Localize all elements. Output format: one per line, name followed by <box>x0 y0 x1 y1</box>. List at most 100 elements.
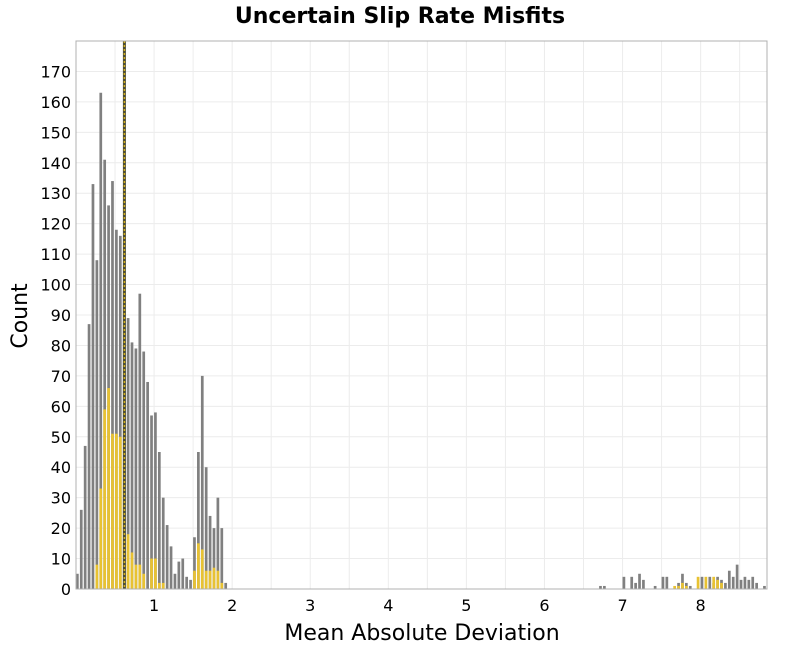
highlight-bar <box>204 570 208 589</box>
all-bar <box>83 445 87 589</box>
y-tick-label: 30 <box>51 489 71 508</box>
highlight-bar <box>111 433 114 589</box>
all-bar <box>103 159 107 589</box>
highlight-bar <box>193 570 196 589</box>
all-bar <box>177 561 181 589</box>
all-bar <box>224 582 228 589</box>
all-bar <box>763 585 766 589</box>
y-tick-label: 40 <box>51 458 71 477</box>
y-tick-label: 120 <box>40 215 71 234</box>
all-bar <box>87 324 91 589</box>
highlight-bar <box>200 549 204 589</box>
all-bar <box>743 576 747 589</box>
all-bar <box>193 537 196 589</box>
y-tick-label: 170 <box>40 62 71 81</box>
all-bar <box>681 573 684 589</box>
plot-frame <box>75 40 768 590</box>
all-bar <box>642 579 645 589</box>
y-tick-label: 130 <box>40 184 71 203</box>
highlight-bar <box>154 558 157 589</box>
all-bar <box>142 351 146 589</box>
all-bar <box>665 576 669 589</box>
highlight-bar <box>130 552 134 589</box>
all-bar <box>708 576 712 589</box>
all-bar <box>727 570 731 589</box>
highlight-bar <box>103 409 107 589</box>
highlight-bar <box>212 567 216 589</box>
all-bar <box>735 564 739 589</box>
x-tick-label: 1 <box>149 596 159 615</box>
y-tick-label: 100 <box>40 276 71 295</box>
x-tick-label: 5 <box>461 596 471 615</box>
all-bar <box>603 585 606 589</box>
all-bar <box>146 381 149 589</box>
y-tick-label: 60 <box>51 397 71 416</box>
y-tick-label: 0 <box>61 580 71 599</box>
y-tick-label: 110 <box>40 245 71 264</box>
y-tick-label: 150 <box>40 123 71 142</box>
all-bar <box>189 579 192 589</box>
highlight-bar <box>115 433 118 589</box>
highlight-bar <box>138 564 142 589</box>
highlight-bar <box>107 388 110 589</box>
y-tick-label: 20 <box>51 519 71 538</box>
highlight-bar <box>681 582 684 589</box>
all-bar <box>91 184 95 590</box>
all-bar <box>154 412 157 589</box>
x-tick-label: 2 <box>227 596 237 615</box>
all-bar <box>173 573 177 589</box>
all-bar <box>661 576 665 589</box>
highlight-bar <box>720 582 723 589</box>
highlight-bar <box>118 436 122 589</box>
highlight-bar <box>197 543 200 589</box>
y-tick-label: 70 <box>51 367 71 386</box>
all-bar <box>700 576 704 589</box>
y-tick-label: 10 <box>51 550 71 569</box>
highlight-bar <box>95 564 99 589</box>
highlight-bar <box>150 558 153 589</box>
highlight-bar <box>704 576 708 589</box>
all-bar <box>653 585 657 589</box>
y-tick-label: 160 <box>40 93 71 112</box>
x-axis-label: Mean Absolute Deviation <box>284 621 559 646</box>
highlight-bar <box>134 564 138 589</box>
highlight-bar <box>673 585 677 589</box>
all-bar <box>126 318 130 589</box>
chart-title: Uncertain Slip Rate Misfits <box>235 4 565 29</box>
all-bar <box>165 525 169 589</box>
all-bar <box>751 576 755 589</box>
y-axis-ticks: 0 10 20 30 40 50 60 70 80 90 100 110 120 130 140 150 160… <box>40 62 71 599</box>
all-bar <box>216 497 220 589</box>
all-bar <box>161 497 165 589</box>
highlight-bar <box>157 582 161 589</box>
y-axis-label: Count <box>8 283 33 349</box>
y-tick-label: 50 <box>51 428 71 447</box>
x-tick-label: 7 <box>617 596 627 615</box>
all-bar <box>739 579 743 589</box>
highlight-bar <box>716 579 719 589</box>
all-bar <box>76 573 79 589</box>
x-tick-label: 8 <box>696 596 706 615</box>
series-all-bars <box>76 92 766 590</box>
all-bar <box>200 375 204 589</box>
all-bar <box>634 582 637 589</box>
all-bar <box>747 579 751 589</box>
all-bar <box>181 558 185 589</box>
y-tick-label: 80 <box>51 336 71 355</box>
highlight-bar <box>685 585 688 589</box>
highlight-bar <box>126 534 130 589</box>
all-bar <box>134 348 138 589</box>
all-bar <box>115 229 118 589</box>
all-bar <box>185 576 189 589</box>
series-highlight-bars <box>95 388 723 589</box>
highlight-bar <box>712 576 716 589</box>
y-tick-label: 90 <box>51 306 71 325</box>
all-bar <box>204 467 208 589</box>
highlight-bar <box>142 573 146 589</box>
x-tick-label: 6 <box>539 596 549 615</box>
all-bar <box>688 585 692 589</box>
all-bar <box>731 576 735 589</box>
all-bar <box>724 582 727 589</box>
all-bar <box>99 92 103 589</box>
